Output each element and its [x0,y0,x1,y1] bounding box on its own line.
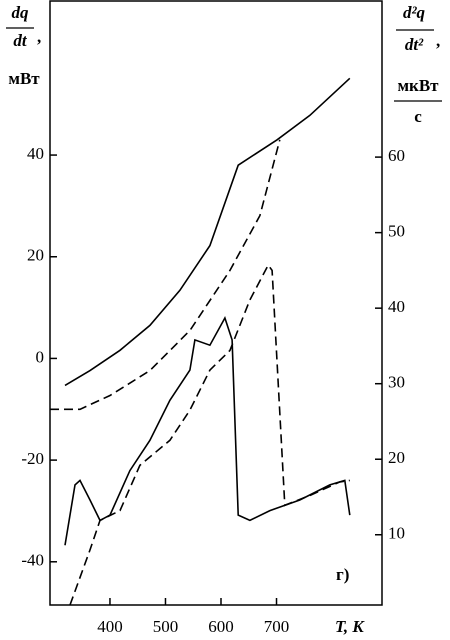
y-tick-label: -20 [21,449,44,468]
y-label-denominator: dt [13,31,28,50]
y2-tick-label: 10 [388,524,405,543]
y-label-numerator: dq [12,3,30,22]
y-tick-label: 20 [27,246,44,265]
y-label-separator: , [37,27,41,46]
y2-tick-label: 60 [388,146,405,165]
x-tick-label: 500 [153,617,179,636]
y-tick-label: -40 [21,551,44,570]
y2-label-separator: , [436,31,440,50]
x-tick-label: 400 [97,617,123,636]
y2-label-denominator: dt² [405,35,424,54]
y2-tick-label: 40 [388,297,405,316]
y2-tick-label: 20 [388,448,405,467]
y2-label-unit-denominator: с [414,107,422,126]
y-label-unit: мВт [8,69,40,88]
y2-label-unit-numerator: мкВт [397,76,439,95]
x-tick-label: 700 [264,617,290,636]
y2-tick-label: 50 [388,222,405,241]
x-label: T, K [335,617,365,636]
annotation: г) [336,565,349,584]
x-tick-label: 600 [208,617,234,636]
series-line [64,316,351,546]
series-line [50,139,281,411]
y2-label-numerator: d²q [403,3,426,22]
series-line [69,263,350,606]
series-line [64,77,351,387]
y2-tick-label: 30 [388,373,405,392]
y-tick-label: 40 [27,144,44,163]
plot-frame [49,0,383,606]
y-tick-label: 0 [36,347,45,366]
